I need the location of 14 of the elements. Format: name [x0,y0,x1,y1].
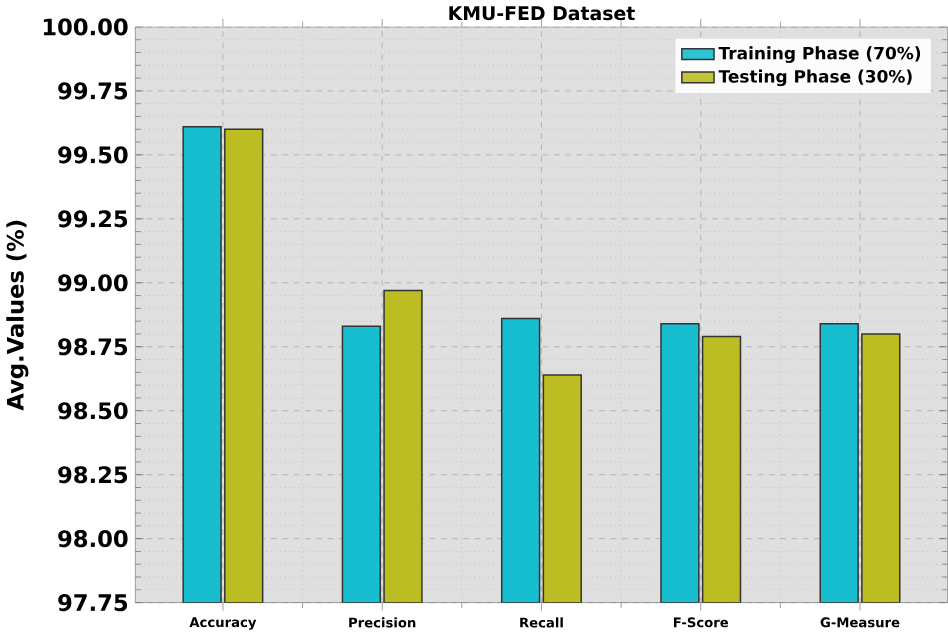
y-tick-label: 99.25 [58,210,128,228]
y-tick-label: 98.25 [58,466,128,484]
y-tick-label: 98.75 [58,338,128,356]
y-axis-title: Avg.Values (%) [6,220,29,411]
y-tick-label: 97.75 [58,594,128,612]
y-tick-label: 99.75 [58,82,128,100]
y-tick-label: 98.50 [58,402,128,420]
y-tick-label: 99.00 [58,274,128,292]
chart-title: KMU-FED Dataset [449,6,635,21]
y-tick-label: 100.00 [43,18,128,36]
y-tick-label: 99.50 [58,146,128,164]
y-tick-label: 98.00 [58,530,128,548]
legend-label: Training Phase (70%) [718,46,921,63]
legend-label: Testing Phase (30%) [718,69,912,87]
